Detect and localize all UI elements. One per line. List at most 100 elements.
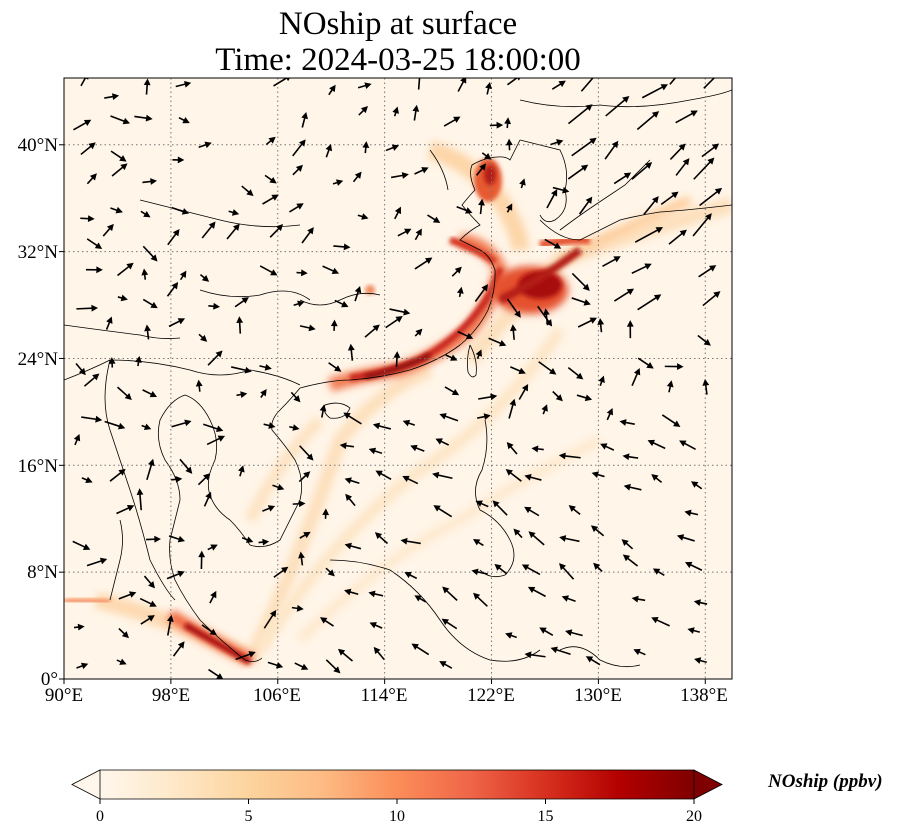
wind-arrow bbox=[605, 95, 630, 117]
wind-arrow bbox=[567, 367, 584, 380]
wind-arrow bbox=[456, 205, 473, 214]
wind-arrow bbox=[235, 651, 256, 661]
wind-arrow bbox=[116, 658, 127, 665]
wind-arrow bbox=[402, 419, 416, 427]
wind-arrow bbox=[565, 629, 583, 637]
wind-arrow bbox=[410, 444, 425, 452]
wind-arrow bbox=[489, 121, 504, 129]
wind-arrow bbox=[289, 203, 304, 213]
wind-arrow bbox=[531, 445, 544, 453]
wind-arrow bbox=[238, 465, 245, 477]
wind-arrow bbox=[168, 318, 186, 328]
wind-arrow bbox=[259, 265, 278, 276]
wind-arrow bbox=[273, 566, 289, 578]
wind-arrow bbox=[197, 473, 211, 486]
wind-arrow bbox=[142, 298, 158, 309]
wind-arrow bbox=[647, 439, 666, 450]
wind-arrow bbox=[171, 475, 183, 483]
x-tick-label: 106°E bbox=[253, 685, 301, 706]
wind-arrow bbox=[666, 380, 674, 393]
wind-arrow bbox=[234, 297, 249, 308]
wind-arrow bbox=[108, 357, 116, 368]
wind-arrow bbox=[207, 350, 223, 366]
wind-arrow bbox=[116, 386, 132, 400]
wind-arrow bbox=[201, 221, 216, 239]
wind-arrow bbox=[86, 557, 108, 567]
wind-arrow bbox=[621, 539, 634, 550]
wind-arrow bbox=[472, 538, 484, 547]
wind-arrow bbox=[368, 590, 384, 598]
wind-arrow bbox=[272, 483, 285, 491]
wind-arrow bbox=[505, 632, 517, 639]
wind-arrow bbox=[591, 471, 605, 478]
wind-arrow bbox=[143, 575, 156, 589]
colorbar-tick-label: 5 bbox=[244, 808, 253, 825]
wind-vectors bbox=[72, 78, 723, 679]
wind-arrow bbox=[699, 187, 723, 207]
wind-arrow bbox=[444, 386, 460, 396]
wind-arrow bbox=[567, 104, 593, 125]
wind-arrow bbox=[613, 288, 635, 302]
wind-arrow bbox=[330, 319, 338, 331]
wind-arrow bbox=[538, 361, 557, 375]
wind-arrow bbox=[505, 469, 522, 482]
wind-arrow bbox=[473, 592, 488, 607]
wind-arrow bbox=[373, 646, 385, 660]
wind-arrow bbox=[76, 304, 99, 312]
wind-arrow bbox=[389, 308, 411, 316]
wind-arrow bbox=[602, 256, 621, 268]
colorbar-tick-label: 15 bbox=[537, 808, 554, 825]
wind-arrow bbox=[551, 80, 566, 90]
wind-arrow bbox=[567, 164, 589, 180]
wind-arrow bbox=[546, 189, 558, 209]
wind-arrow bbox=[146, 458, 155, 481]
wind-arrow bbox=[474, 284, 489, 302]
concentration-field bbox=[64, 141, 732, 667]
wind-arrow bbox=[374, 532, 389, 545]
wind-arrow bbox=[320, 617, 334, 627]
colorbar-label: NOship (ppbv) bbox=[768, 771, 883, 792]
wind-arrow bbox=[372, 422, 392, 430]
wind-arrow bbox=[510, 366, 526, 375]
wind-arrow bbox=[411, 643, 430, 656]
wind-arrow bbox=[524, 473, 542, 481]
wind-arrow bbox=[178, 116, 190, 124]
wind-arrow bbox=[433, 505, 453, 518]
wind-arrow bbox=[73, 623, 85, 631]
x-tick-label: 130°E bbox=[574, 685, 622, 706]
wind-arrow bbox=[590, 525, 605, 537]
wind-arrow bbox=[269, 224, 284, 238]
wind-arrow bbox=[631, 368, 641, 387]
wind-arrow bbox=[118, 628, 130, 639]
wind-arrow bbox=[86, 173, 97, 185]
wind-arrow bbox=[344, 477, 360, 485]
wind-arrow bbox=[550, 646, 571, 656]
wind-arrow bbox=[435, 438, 450, 446]
wind-arrow bbox=[260, 388, 267, 398]
map-time: Time: 2024-03-25 18:00:00 bbox=[215, 42, 581, 78]
wind-arrow bbox=[337, 648, 354, 662]
wind-arrow bbox=[293, 300, 305, 308]
wind-arrow bbox=[606, 407, 614, 421]
wind-arrow bbox=[691, 481, 703, 490]
wind-arrow bbox=[80, 142, 96, 156]
wind-arrow bbox=[198, 333, 208, 342]
wind-arrow bbox=[636, 111, 660, 131]
wind-arrow bbox=[552, 390, 563, 402]
wind-arrow bbox=[80, 215, 95, 223]
wind-arrow bbox=[258, 538, 270, 546]
wind-arrow bbox=[241, 185, 254, 197]
wind-arrow bbox=[414, 328, 423, 337]
y-tick-label: 24°N bbox=[17, 349, 58, 370]
wind-arrow bbox=[441, 618, 458, 630]
wind-arrow bbox=[445, 354, 458, 361]
wind-arrow bbox=[600, 443, 615, 451]
wind-arrow bbox=[263, 609, 277, 629]
wind-arrow bbox=[209, 590, 217, 604]
wind-arrow bbox=[521, 564, 541, 576]
wind-arrow bbox=[703, 78, 716, 89]
wind-arrow bbox=[679, 440, 696, 451]
wind-arrow bbox=[140, 615, 155, 625]
wind-arrow bbox=[394, 206, 402, 220]
wind-arrow bbox=[619, 419, 635, 426]
